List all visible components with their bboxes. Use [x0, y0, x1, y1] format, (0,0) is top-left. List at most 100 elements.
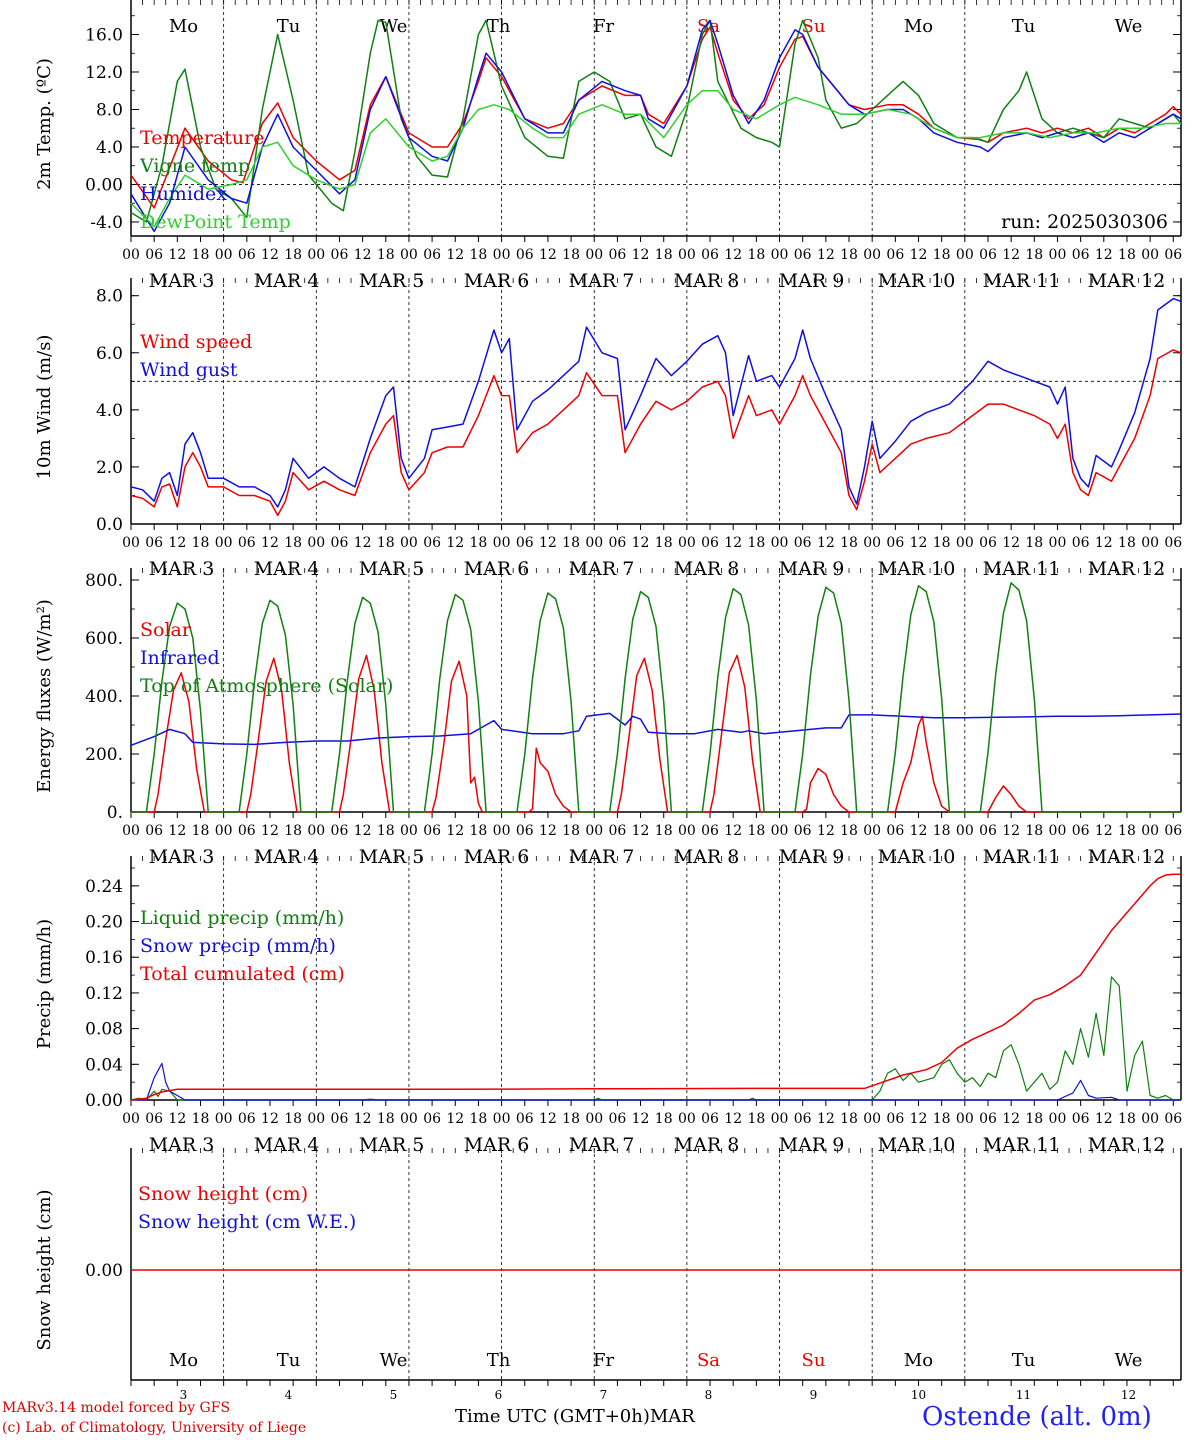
hour-label: 12	[910, 535, 928, 551]
legend-entry: Vigne temp	[139, 155, 250, 177]
hour-label: 12	[261, 823, 279, 839]
hour-label: 18	[1118, 1111, 1136, 1127]
y-tick-label: 6.0	[96, 344, 123, 364]
hour-label: 12	[724, 535, 742, 551]
y-tick-label: 0.16	[85, 948, 123, 968]
hour-label: 00	[771, 1111, 789, 1127]
hour-label: 06	[331, 1111, 349, 1127]
hour-label: 00	[678, 247, 696, 263]
series-line-wind-speed	[130, 349, 1182, 517]
y-tick-label: 0.24	[85, 877, 123, 897]
hour-label: 18	[470, 1111, 488, 1127]
hour-label: 18	[562, 535, 580, 551]
y-axis-title: Snow height (cm)	[34, 1189, 55, 1350]
hour-label: 06	[886, 247, 904, 263]
hour-label: 12	[910, 247, 928, 263]
hour-label: 12	[261, 1111, 279, 1127]
series-line-total-cumulated-cm-	[130, 873, 1181, 1101]
hour-label: 06	[516, 247, 534, 263]
date-label: MAR 4	[254, 1134, 320, 1156]
hour-label: 12	[910, 1111, 928, 1127]
weekday-label: We	[1115, 16, 1143, 37]
hour-label: 06	[1072, 1111, 1090, 1127]
hour-label: 06	[1072, 247, 1090, 263]
hour-label: 12	[724, 823, 742, 839]
day-number: 5	[390, 1388, 398, 1402]
hour-label: 06	[423, 535, 441, 551]
hour-label: 18	[840, 1111, 858, 1127]
series-line-infrared	[130, 712, 1182, 747]
day-number: 9	[810, 1388, 818, 1402]
hour-label: 12	[1002, 1111, 1020, 1127]
date-label: MAR 8	[674, 846, 740, 868]
day-number: 6	[495, 1388, 503, 1402]
station-name: Ostende (alt. 0m)	[922, 1402, 1152, 1432]
hour-label: 00	[678, 823, 696, 839]
hour-label: 06	[145, 535, 163, 551]
legend-entry: Infrared	[140, 647, 220, 669]
hour-label: 18	[192, 247, 210, 263]
series-line-dewpoint-temp	[130, 89, 1181, 228]
date-label: MAR 4	[254, 558, 320, 580]
hour-label: 18	[562, 1111, 580, 1127]
hour-label: 00	[1141, 1111, 1159, 1127]
weekday-label: Fr	[593, 16, 614, 37]
hour-label: 06	[794, 247, 812, 263]
hour-label: 00	[307, 1111, 325, 1127]
weekday-label: Mo	[169, 1350, 198, 1371]
hour-label: 06	[701, 535, 719, 551]
legend-entry: Liquid precip (mm/h)	[140, 907, 344, 929]
y-tick-label: 0.00	[85, 1091, 123, 1111]
date-label: MAR 3	[149, 558, 215, 580]
hour-label: 18	[1025, 823, 1043, 839]
hour-label: 12	[632, 247, 650, 263]
hour-label: 12	[261, 247, 279, 263]
hour-label: 06	[886, 535, 904, 551]
hour-label: 18	[747, 535, 765, 551]
hour-label: 18	[192, 535, 210, 551]
hour-label: 18	[840, 247, 858, 263]
hour-label: 00	[863, 247, 881, 263]
hour-label: 00	[215, 247, 233, 263]
date-label: MAR 6	[464, 1134, 530, 1156]
hour-label: 06	[331, 823, 349, 839]
panel-5: 0.00 Snow height (cm) Mo Tu We Th Fr Sa Su Mo Tu We…	[34, 1148, 1182, 1402]
hour-label: 00	[956, 535, 974, 551]
hour-label: 18	[284, 823, 302, 839]
hour-label: 18	[840, 535, 858, 551]
hour-label: 00	[493, 535, 511, 551]
hour-label: 00	[215, 823, 233, 839]
hour-label: 18	[377, 535, 395, 551]
hour-label: 00	[122, 247, 140, 263]
hour-label: 18	[1118, 535, 1136, 551]
hour-label: 00	[1049, 823, 1067, 839]
hour-label: 12	[1095, 823, 1113, 839]
hour-label: 06	[608, 535, 626, 551]
hour-label: 12	[168, 247, 186, 263]
hour-label: 12	[446, 1111, 464, 1127]
legend-entry: Snow height (cm W.E.)	[138, 1211, 356, 1233]
hour-label: 06	[516, 535, 534, 551]
y-tick-label: 400.	[85, 687, 123, 707]
weekday-label: We	[1115, 1350, 1143, 1371]
hour-label: 06	[516, 1111, 534, 1127]
hour-label: 06	[1072, 535, 1090, 551]
y-tick-label: 0.00	[85, 175, 123, 195]
hour-label: 06	[886, 1111, 904, 1127]
hour-label: 18	[470, 823, 488, 839]
series-line-vigne-temp	[130, 19, 1182, 223]
hour-label: 12	[446, 247, 464, 263]
hour-label: 06	[608, 823, 626, 839]
hour-label: 12	[168, 535, 186, 551]
hour-label: 18	[1025, 1111, 1043, 1127]
hour-label: 00	[1049, 1111, 1067, 1127]
date-label: MAR 7	[569, 1134, 635, 1156]
date-label: MAR 5	[359, 270, 425, 292]
y-tick-label: 0.	[107, 803, 123, 823]
date-label: MAR 7	[569, 846, 635, 868]
date-label: MAR 4	[254, 270, 320, 292]
hour-label: 18	[1025, 247, 1043, 263]
hour-label: 12	[1095, 1111, 1113, 1127]
y-tick-label: 16.0	[85, 25, 123, 45]
